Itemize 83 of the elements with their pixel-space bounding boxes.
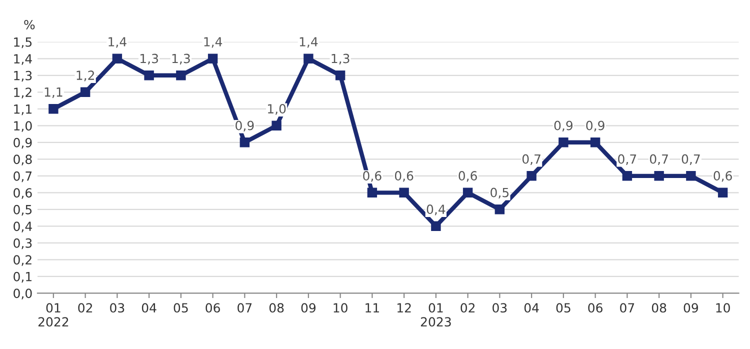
point	[526, 171, 536, 181]
x-tick-label: 08	[269, 303, 284, 313]
data-label: 1,4	[204, 37, 222, 48]
x-tick-label: 06	[206, 303, 220, 313]
y-tick-label: 0,8	[14, 154, 32, 166]
y-tick-label: 1,2	[14, 88, 32, 98]
data-label: 1,4	[108, 37, 126, 48]
x-tick-label: 05	[174, 303, 188, 313]
point	[558, 138, 568, 148]
point	[208, 54, 218, 64]
x-tick-label: 10	[334, 303, 348, 313]
point	[654, 171, 664, 181]
y-tick-label: 0,6	[14, 188, 32, 199]
point	[462, 188, 473, 198]
x-tick-label: 03	[492, 303, 507, 313]
point	[304, 54, 314, 64]
y-tick-label: 0,1	[14, 272, 32, 283]
data-label: 0,7	[682, 154, 700, 166]
y-tick-label: 0,0	[14, 288, 32, 300]
data-label: 0,6	[363, 171, 382, 182]
data-label: 0,9	[236, 120, 254, 132]
x-tick-label: 04	[524, 303, 539, 313]
point	[622, 171, 632, 181]
point	[112, 54, 122, 64]
y-axis-title: %	[24, 20, 35, 30]
point	[431, 221, 441, 232]
point	[144, 70, 154, 80]
x-tick-label: 02	[78, 303, 92, 313]
x-tick-label: 06	[588, 303, 602, 313]
y-tick-label: 1,3	[14, 70, 32, 82]
point	[48, 104, 58, 114]
x-tick-label: 05	[556, 303, 570, 313]
x-tick-label: 04	[142, 303, 156, 313]
point	[590, 138, 600, 148]
data-label: 0,4	[426, 204, 446, 216]
point	[367, 188, 378, 198]
point	[272, 120, 282, 130]
point	[494, 204, 505, 214]
data-label: 0,7	[522, 154, 540, 166]
y-tick-label: 0,9	[14, 138, 32, 149]
point	[399, 188, 409, 198]
point	[80, 87, 90, 97]
y-tick-label: 1,4	[14, 54, 32, 65]
x-tick-label: 01 2023	[420, 303, 451, 327]
x-tick-label: 10	[716, 303, 730, 313]
y-tick-label: 0,4	[14, 222, 32, 232]
x-tick-label: 02	[460, 303, 475, 313]
y-tick-label: 1,5	[14, 38, 32, 48]
point	[176, 70, 186, 80]
x-tick-label: 12	[397, 303, 411, 312]
y-tick-label: 1,0	[14, 121, 32, 132]
data-label: 1,1	[44, 87, 62, 98]
data-label: 1,0	[268, 104, 286, 115]
data-label: 0,9	[586, 120, 604, 132]
data-label: 1,2	[76, 70, 94, 82]
data-label: 1,4	[300, 37, 318, 48]
y-tick-label: 1,1	[14, 104, 32, 116]
data-label: 0,5	[490, 188, 509, 199]
x-tick-label: 01 2022	[38, 303, 68, 327]
data-label: 1,3	[172, 54, 190, 65]
x-tick-label: 11	[366, 303, 379, 312]
data-label: 0,6	[394, 171, 414, 182]
x-tick-label: 08	[652, 303, 666, 313]
point	[686, 171, 696, 181]
data-label: 1,3	[332, 54, 350, 65]
data-label: 0,6	[714, 171, 732, 182]
y-tick-label: 0,7	[14, 171, 32, 182]
data-label: 0,9	[554, 120, 572, 132]
x-tick-label: 09	[684, 303, 698, 313]
point	[718, 188, 728, 198]
x-tick-label: 07	[620, 303, 634, 313]
y-tick-label: 0,3	[14, 238, 32, 250]
x-tick-label: 09	[301, 303, 316, 313]
data-label: 0,6	[458, 171, 477, 182]
x-tick-label: 07	[238, 303, 252, 313]
data-label: 0,7	[650, 154, 668, 166]
point	[240, 138, 250, 148]
y-tick-label: 0,5	[14, 204, 32, 216]
point	[335, 70, 346, 80]
data-label: 1,3	[140, 54, 158, 65]
x-tick-label: 03	[110, 303, 124, 313]
y-tick-label: 0,2	[14, 255, 32, 266]
data-label: 0,7	[618, 154, 636, 166]
